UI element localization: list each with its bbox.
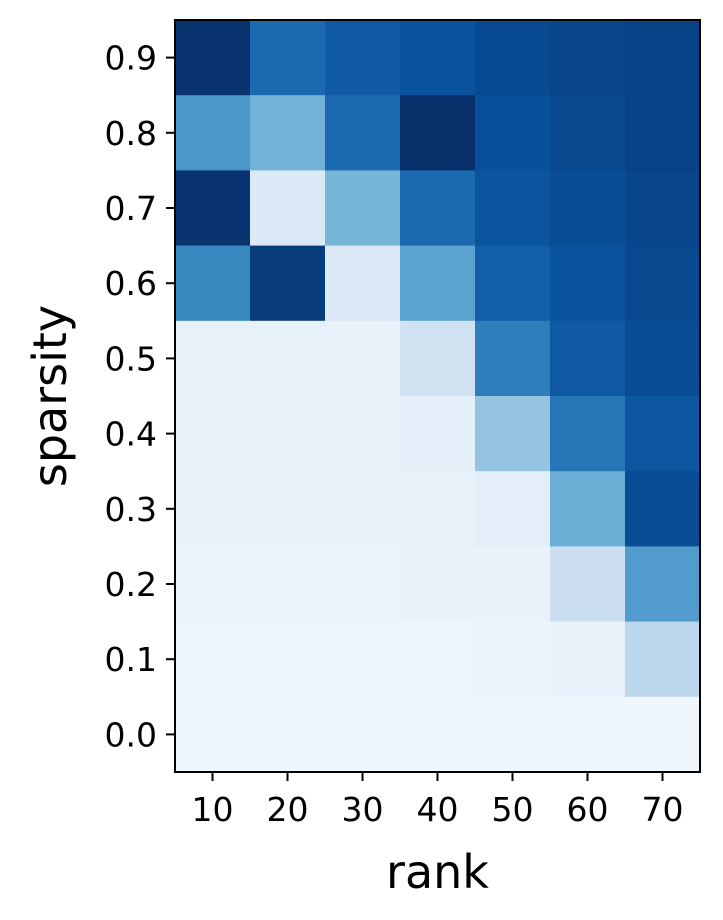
heatmap-cell-r4-c2 xyxy=(325,320,401,397)
heatmap-cell-r7-c2 xyxy=(325,546,401,623)
heatmap-cell-r0-c6 xyxy=(625,20,701,96)
x-tick-label: 20 xyxy=(267,790,309,829)
heatmap-cell-r7-c3 xyxy=(400,546,476,623)
heatmap-cell-r5-c1 xyxy=(250,396,326,472)
y-tick-label: 0.3 xyxy=(105,490,157,529)
y-tick-label: 0.6 xyxy=(105,264,157,303)
x-tick-label: 40 xyxy=(417,790,459,829)
heatmap-cell-r1-c4 xyxy=(475,95,551,171)
heatmap-cell-r8-c3 xyxy=(400,621,476,698)
heatmap-cell-r8-c6 xyxy=(625,621,701,698)
heatmap-cell-r3-c3 xyxy=(400,245,476,322)
heatmap-cells xyxy=(175,20,701,773)
heatmap-cell-r8-c4 xyxy=(475,621,551,698)
y-tick-label: 0.5 xyxy=(105,339,157,378)
y-tick-label: 0.1 xyxy=(105,640,157,679)
heatmap-cell-r1-c6 xyxy=(625,95,701,171)
heatmap-cell-r6-c6 xyxy=(625,471,701,547)
heatmap-cell-r2-c4 xyxy=(475,170,551,247)
heatmap-cell-r3-c5 xyxy=(550,245,626,322)
heatmap-cell-r5-c6 xyxy=(625,396,701,472)
heatmap-cell-r1-c1 xyxy=(250,95,326,171)
heatmap-cell-r4-c3 xyxy=(400,320,476,397)
heatmap-cell-r8-c0 xyxy=(175,621,251,698)
heatmap-cell-r5-c3 xyxy=(400,396,476,472)
x-tick-label: 50 xyxy=(492,790,534,829)
heatmap-cell-r3-c6 xyxy=(625,245,701,322)
x-tick-label: 70 xyxy=(642,790,684,829)
heatmap-cell-r2-c3 xyxy=(400,170,476,247)
heatmap-cell-r8-c1 xyxy=(250,621,326,698)
y-tick-label: 0.4 xyxy=(105,415,157,454)
heatmap-cell-r5-c5 xyxy=(550,396,626,472)
heatmap-cell-r9-c4 xyxy=(475,696,551,773)
heatmap-cell-r5-c2 xyxy=(325,396,401,472)
heatmap-cell-r5-c4 xyxy=(475,396,551,472)
heatmap-cell-r4-c0 xyxy=(175,320,251,397)
heatmap-cell-r9-c1 xyxy=(250,696,326,773)
heatmap-cell-r7-c5 xyxy=(550,546,626,623)
heatmap-cell-r9-c0 xyxy=(175,696,251,773)
heatmap-cell-r4-c4 xyxy=(475,320,551,397)
heatmap-cell-r4-c6 xyxy=(625,320,701,397)
heatmap-cell-r6-c2 xyxy=(325,471,401,547)
y-tick-label: 0.0 xyxy=(105,715,157,754)
y-ticks: 0.9 0.8 0.7 0.6 0.5 0.4 0.3 0.2 0.1 0.0 xyxy=(105,39,175,754)
heatmap-cell-r0-c2 xyxy=(325,20,401,96)
heatmap-cell-r0-c1 xyxy=(250,20,326,96)
heatmap-cell-r7-c4 xyxy=(475,546,551,623)
heatmap-cell-r9-c2 xyxy=(325,696,401,773)
heatmap-cell-r3-c2 xyxy=(325,245,401,322)
heatmap-cell-r7-c0 xyxy=(175,546,251,623)
heatmap-cell-r0-c0 xyxy=(175,20,251,96)
heatmap-cell-r3-c1 xyxy=(250,245,326,322)
heatmap-cell-r9-c5 xyxy=(550,696,626,773)
heatmap-cell-r6-c1 xyxy=(250,471,326,547)
heatmap-cell-r5-c0 xyxy=(175,396,251,472)
heatmap-cell-r4-c1 xyxy=(250,320,326,397)
y-axis-label: sparsity xyxy=(23,305,77,487)
heatmap-cell-r8-c2 xyxy=(325,621,401,698)
heatmap-cell-r6-c0 xyxy=(175,471,251,547)
y-tick-label: 0.8 xyxy=(105,114,157,153)
heatmap-cell-r1-c2 xyxy=(325,95,401,171)
heatmap-cell-r2-c1 xyxy=(250,170,326,247)
heatmap-cell-r2-c6 xyxy=(625,170,701,247)
x-tick-label: 30 xyxy=(342,790,384,829)
heatmap-cell-r2-c2 xyxy=(325,170,401,247)
x-ticks: 10 20 30 40 50 60 70 xyxy=(192,772,684,829)
heatmap-cell-r3-c4 xyxy=(475,245,551,322)
heatmap-cell-r1-c3 xyxy=(400,95,476,171)
y-tick-label: 0.9 xyxy=(105,39,157,78)
heatmap-cell-r1-c5 xyxy=(550,95,626,171)
y-tick-label: 0.2 xyxy=(105,565,157,604)
heatmap-cell-r6-c5 xyxy=(550,471,626,547)
x-tick-label: 10 xyxy=(192,790,234,829)
heatmap-cell-r0-c4 xyxy=(475,20,551,96)
heatmap-cell-r6-c3 xyxy=(400,471,476,547)
heatmap-cell-r8-c5 xyxy=(550,621,626,698)
x-tick-label: 60 xyxy=(567,790,609,829)
heatmap-cell-r2-c0 xyxy=(175,170,251,247)
heatmap-cell-r6-c4 xyxy=(475,471,551,547)
y-tick-label: 0.7 xyxy=(105,189,157,228)
heatmap-cell-r9-c3 xyxy=(400,696,476,773)
heatmap-cell-r0-c3 xyxy=(400,20,476,96)
heatmap-cell-r0-c5 xyxy=(550,20,626,96)
heatmap-cell-r7-c1 xyxy=(250,546,326,623)
heatmap-cell-r2-c5 xyxy=(550,170,626,247)
heatmap-cell-r7-c6 xyxy=(625,546,701,623)
heatmap-cell-r1-c0 xyxy=(175,95,251,171)
heatmap-cell-r9-c6 xyxy=(625,696,701,773)
x-axis-label: rank xyxy=(386,845,489,899)
heatmap-cell-r4-c5 xyxy=(550,320,626,397)
heatmap-cell-r3-c0 xyxy=(175,245,251,322)
